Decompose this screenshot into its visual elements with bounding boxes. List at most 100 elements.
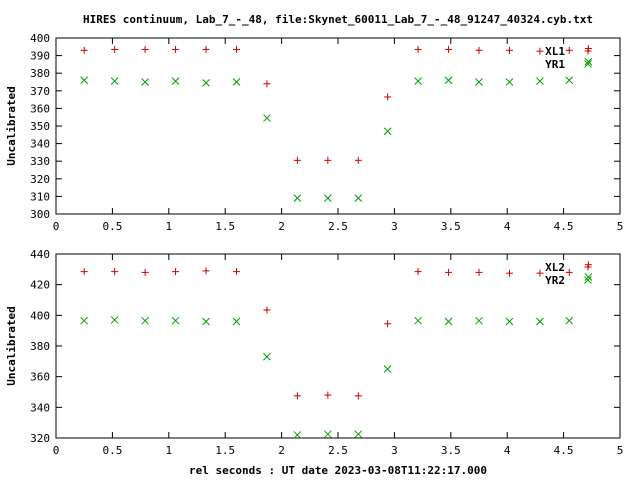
y-tick-label: 420 [30, 279, 50, 292]
y-tick-label: 440 [30, 248, 50, 261]
y-tick-label: 400 [30, 309, 50, 322]
legend-label: YR2 [545, 274, 565, 287]
legend-marker [584, 60, 592, 68]
plot-frame [55, 253, 621, 439]
x-tick-label: 1 [165, 444, 172, 457]
legend-marker [584, 47, 592, 55]
data-point-yr1 [293, 194, 302, 203]
data-point-xl2 [111, 268, 119, 276]
data-point-xl2 [172, 268, 180, 276]
x-tick-label: 0.5 [102, 220, 122, 233]
y-tick-label: 340 [30, 401, 50, 414]
y-tick-label: 380 [30, 67, 50, 80]
data-point-yr1 [141, 78, 149, 86]
data-point-yr2 [263, 352, 271, 361]
data-point-xl1 [354, 156, 362, 164]
data-point-yr1 [536, 77, 544, 85]
x-tick-label: 4 [504, 220, 511, 233]
x-tick-label: 4 [504, 444, 511, 457]
y-tick-label: 390 [30, 50, 50, 63]
data-point-yr2 [383, 365, 392, 373]
data-point-xl1 [445, 45, 453, 53]
data-point-xl1 [141, 45, 149, 53]
x-tick-label: 3.5 [441, 220, 461, 233]
x-tick-label: 0 [53, 220, 60, 233]
data-point-yr1 [475, 78, 483, 86]
data-point-xl2 [324, 391, 332, 399]
x-tick-label: 2 [278, 220, 285, 233]
data-point-yr2 [232, 317, 241, 326]
data-point-xl1 [263, 80, 271, 88]
data-point-xl2 [384, 320, 392, 328]
data-point-yr1 [444, 76, 453, 85]
x-tick-label: 4.5 [554, 220, 574, 233]
data-point-xl1 [111, 45, 119, 53]
y-tick-label: 340 [30, 138, 50, 151]
data-point-xl2 [263, 306, 271, 314]
data-point-xl1 [414, 45, 422, 53]
data-point-xl1 [293, 156, 301, 164]
data-point-xl1 [324, 156, 332, 164]
data-point-xl1 [384, 93, 392, 101]
data-point-yr1 [505, 78, 514, 86]
data-point-xl1 [202, 45, 210, 53]
data-point-xl2 [565, 268, 573, 276]
legend-marker [584, 263, 592, 271]
data-point-yr2 [584, 273, 593, 281]
data-point-xl1 [475, 46, 483, 54]
data-point-yr2 [536, 317, 544, 326]
data-point-yr1 [565, 76, 574, 85]
legend-marker [584, 276, 592, 284]
x-tick-label: 3 [391, 220, 398, 233]
x-tick-label: 3 [391, 444, 398, 457]
legend-label: XL1 [545, 45, 565, 58]
data-point-yr2 [323, 430, 332, 439]
data-point-yr2 [354, 430, 363, 439]
x-tick-label: 4.5 [554, 444, 574, 457]
data-point-yr1 [323, 194, 332, 203]
y-tick-label: 400 [30, 32, 50, 45]
data-point-yr2 [202, 317, 210, 326]
x-tick-label: 5 [617, 444, 624, 457]
y-tick-label: 360 [30, 102, 50, 115]
data-point-yr2 [444, 317, 453, 326]
data-point-yr1 [232, 78, 241, 86]
y-tick-label: 320 [30, 432, 50, 445]
data-point-xl2 [202, 267, 210, 275]
data-point-xl1 [80, 46, 88, 54]
x-axis-label: rel seconds : UT date 2023-03-08T11:22:1… [189, 464, 487, 477]
legend-label: YR1 [545, 58, 565, 71]
data-point-yr1 [202, 79, 210, 87]
data-point-xl2 [445, 268, 453, 276]
x-tick-label: 2 [278, 444, 285, 457]
y-tick-label: 320 [30, 173, 50, 186]
data-point-yr2 [475, 316, 483, 325]
data-point-yr1 [171, 77, 180, 85]
data-point-xl2 [354, 392, 362, 400]
data-point-yr2 [293, 431, 302, 439]
x-tick-label: 5 [617, 220, 624, 233]
legend-label: XL2 [545, 261, 565, 274]
x-tick-label: 3.5 [441, 444, 461, 457]
data-point-xl2 [80, 268, 88, 276]
top-panel: 300 310 320 330 340 350 360 370 380 390 400 0 0.5 1 1.… [5, 32, 623, 233]
data-point-yr2 [171, 316, 180, 325]
y-axis-label: Uncalibrated [5, 306, 18, 385]
chart-title: HIRES continuum, Lab_7_-_48, file:Skynet… [83, 13, 593, 26]
data-point-yr2 [110, 316, 119, 324]
data-point-yr1 [80, 76, 89, 85]
data-point-yr1 [263, 114, 271, 122]
x-tick-label: 0.5 [102, 444, 122, 457]
data-point-xl2 [414, 268, 422, 276]
plot-frame [55, 37, 621, 215]
y-tick-label: 360 [30, 371, 50, 384]
data-point-xl2 [475, 268, 483, 276]
y-tick-label: 350 [30, 120, 50, 133]
data-point-xl2 [536, 269, 544, 277]
x-tick-label: 1 [165, 220, 172, 233]
x-tick-label: 2.5 [328, 444, 348, 457]
data-point-xl1 [232, 45, 240, 53]
data-point-yr1 [414, 77, 422, 85]
data-point-yr1 [584, 57, 593, 66]
